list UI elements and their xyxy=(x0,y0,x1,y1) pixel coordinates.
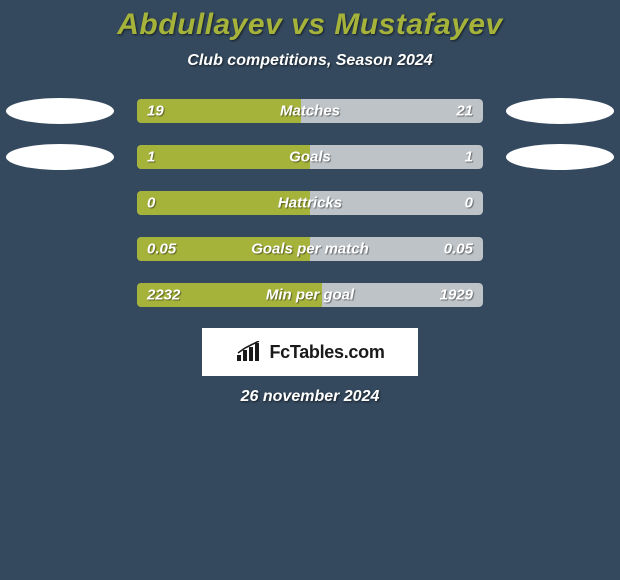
stat-label: Matches xyxy=(280,103,340,120)
stat-value-right: 0.05 xyxy=(444,241,473,258)
stat-value-right: 0 xyxy=(465,195,473,212)
stat-row: 0.05 Goals per match 0.05 xyxy=(0,236,620,262)
comparison-chart: Abdullayev vs Mustafayev Club competitio… xyxy=(0,0,620,406)
stat-label: Min per goal xyxy=(266,287,354,304)
stat-value-right: 21 xyxy=(456,103,473,120)
stat-row: 19 Matches 21 xyxy=(0,98,620,124)
player-marker-right xyxy=(506,144,614,170)
stat-value-left: 2232 xyxy=(147,287,180,304)
player-marker-left xyxy=(6,144,114,170)
stat-label: Goals per match xyxy=(251,241,369,258)
stat-row: 2232 Min per goal 1929 xyxy=(0,282,620,308)
stat-bar: 19 Matches 21 xyxy=(137,99,483,123)
stat-bar: 0.05 Goals per match 0.05 xyxy=(137,237,483,261)
stat-label: Hattricks xyxy=(278,195,342,212)
stat-bar: 2232 Min per goal 1929 xyxy=(137,283,483,307)
stat-value-left: 0 xyxy=(147,195,155,212)
stat-row: 1 Goals 1 xyxy=(0,144,620,170)
stat-value-right: 1 xyxy=(465,149,473,166)
page-subtitle: Club competitions, Season 2024 xyxy=(0,52,620,70)
stat-value-left: 0.05 xyxy=(147,241,176,258)
stat-row: 0 Hattricks 0 xyxy=(0,190,620,216)
stat-label: Goals xyxy=(289,149,331,166)
stat-value-right: 1929 xyxy=(440,287,473,304)
player-marker-left xyxy=(6,98,114,124)
stat-value-left: 1 xyxy=(147,149,155,166)
stat-bar: 0 Hattricks 0 xyxy=(137,191,483,215)
stat-value-left: 19 xyxy=(147,103,164,120)
bar-rows: 19 Matches 21 1 Goals 1 0 Hattricks 0 0.05 Goals p… xyxy=(0,98,620,308)
bar-chart-icon xyxy=(235,341,263,363)
page-title: Abdullayev vs Mustafayev xyxy=(0,8,620,42)
brand-box: FcTables.com xyxy=(202,328,418,376)
brand-text: FcTables.com xyxy=(269,342,384,363)
stat-bar: 1 Goals 1 xyxy=(137,145,483,169)
bar-fill-left xyxy=(137,145,310,169)
date-text: 26 november 2024 xyxy=(0,388,620,406)
player-marker-right xyxy=(506,98,614,124)
